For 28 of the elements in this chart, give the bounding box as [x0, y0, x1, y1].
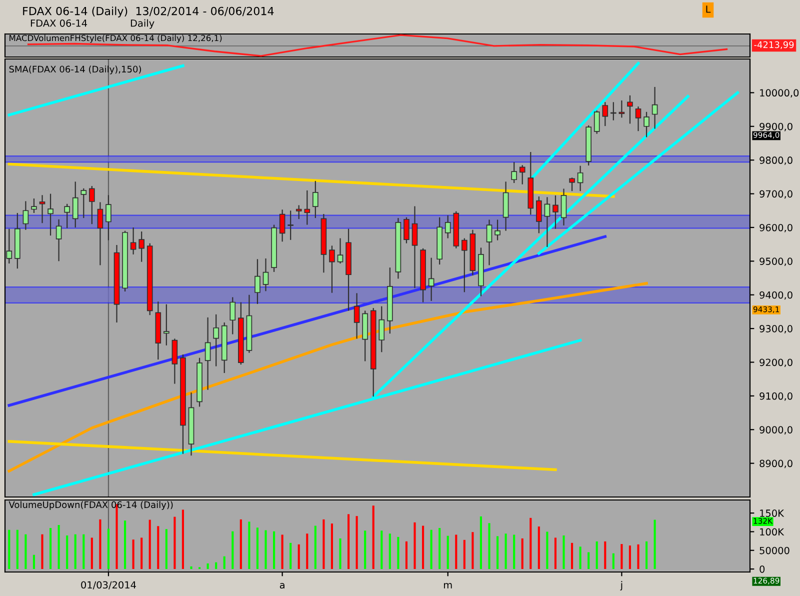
chart-title: FDAX 06-14 (Daily) 13/02/2014 - 06/06/2014 [23, 6, 274, 18]
annotation: MACDVolumenFHStyle(FDAX 06-14 (Daily) 12,26,1) [10, 34, 222, 43]
y-tick-label: 9500,0 [760, 258, 792, 266]
x-tick-label: 01/03/2014 [81, 581, 136, 590]
y-tick-label: 9900,0 [760, 122, 792, 132]
annotation: VolumeUpDown(FDAX 06-14 (Daily)) [8, 501, 173, 510]
y-tick-label: 9400,0 [760, 291, 792, 300]
y-tick-label: 150K [760, 510, 784, 517]
y-tick-label: 9100,0 [760, 392, 792, 401]
y-tick-label: 9200,0 [760, 358, 792, 368]
y-tick-label: 9300,0 [760, 325, 792, 334]
y-tick-label: 8900,0 [760, 460, 792, 468]
x-tick-label: a [280, 582, 284, 589]
y-tick-label: 0 [760, 565, 765, 573]
text: -4213,99 [754, 41, 794, 50]
y-tick-label: 50000 [760, 546, 790, 554]
text: Daily [130, 19, 154, 29]
y-tick-label: 9700,0 [760, 190, 792, 199]
y-tick-label: 9600,0 [760, 224, 792, 232]
y-tick-label: 100K [760, 528, 784, 536]
annotation: SMA(FDAX 06-14 (Daily),150) [9, 66, 141, 74]
x-tick-label: m [444, 582, 452, 588]
y-tick-label: 9000,0 [760, 426, 792, 434]
y-tick-label: 9800,0 [760, 156, 792, 165]
x-tick-label: j [620, 581, 622, 590]
y-tick-label: 10000,0 [760, 89, 799, 98]
text: FDAX 06-14 [30, 19, 88, 27]
text: L [706, 6, 711, 13]
